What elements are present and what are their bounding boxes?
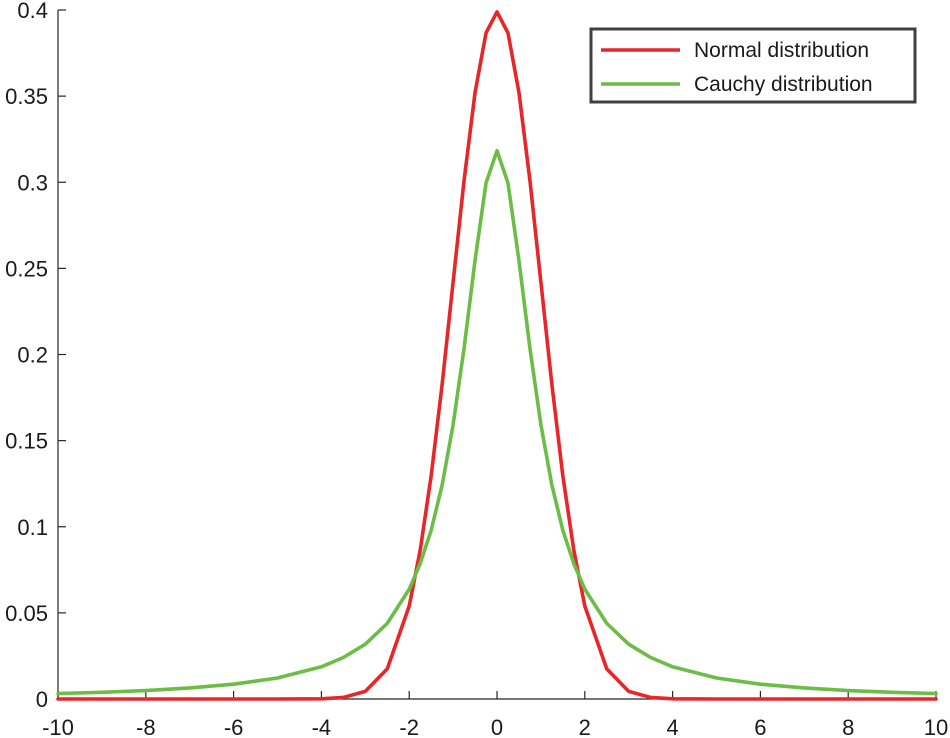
x-tick-label: -8 — [136, 715, 156, 738]
legend: Normal distribution Cauchy distribution — [589, 27, 917, 104]
x-tick-label: -6 — [224, 715, 244, 738]
x-tick-label: -10 — [42, 715, 74, 738]
x-tick-label: -4 — [312, 715, 332, 738]
y-tick-label: 0.4 — [17, 0, 48, 23]
series-line-normal — [56, 10, 938, 701]
y-tick-label: 0.15 — [5, 429, 48, 454]
y-tick-label: 0.05 — [5, 601, 48, 626]
axes: -10 -8 -6 -4 -2 0 2 4 6 8 10 0 0.05 0.1 0.15 0.2 0.25 0.3… — [5, 0, 948, 738]
y-tick-label: 0 — [36, 687, 48, 712]
x-tick-label: -2 — [399, 715, 419, 738]
y-tick-label: 0.2 — [17, 343, 48, 368]
series-lines — [56, 10, 938, 701]
y-tick-label: 0.3 — [17, 170, 48, 195]
series-line-cauchy — [56, 148, 938, 696]
x-tick-label: 0 — [491, 715, 503, 738]
legend-entry-label: Cauchy distribution — [694, 73, 873, 96]
legend-entry-label: Normal distribution — [694, 39, 869, 62]
x-tick-label: 4 — [666, 715, 678, 738]
x-tick-label: 8 — [842, 715, 854, 738]
y-tick-label: 0.35 — [5, 84, 48, 109]
y-tick-label: 0.1 — [17, 515, 48, 540]
x-tick-label: 6 — [754, 715, 766, 738]
legend-box — [589, 27, 917, 104]
x-tick-label: 10 — [924, 715, 948, 738]
x-tick-label: 2 — [579, 715, 591, 738]
y-tick-label: 0.25 — [5, 256, 48, 281]
